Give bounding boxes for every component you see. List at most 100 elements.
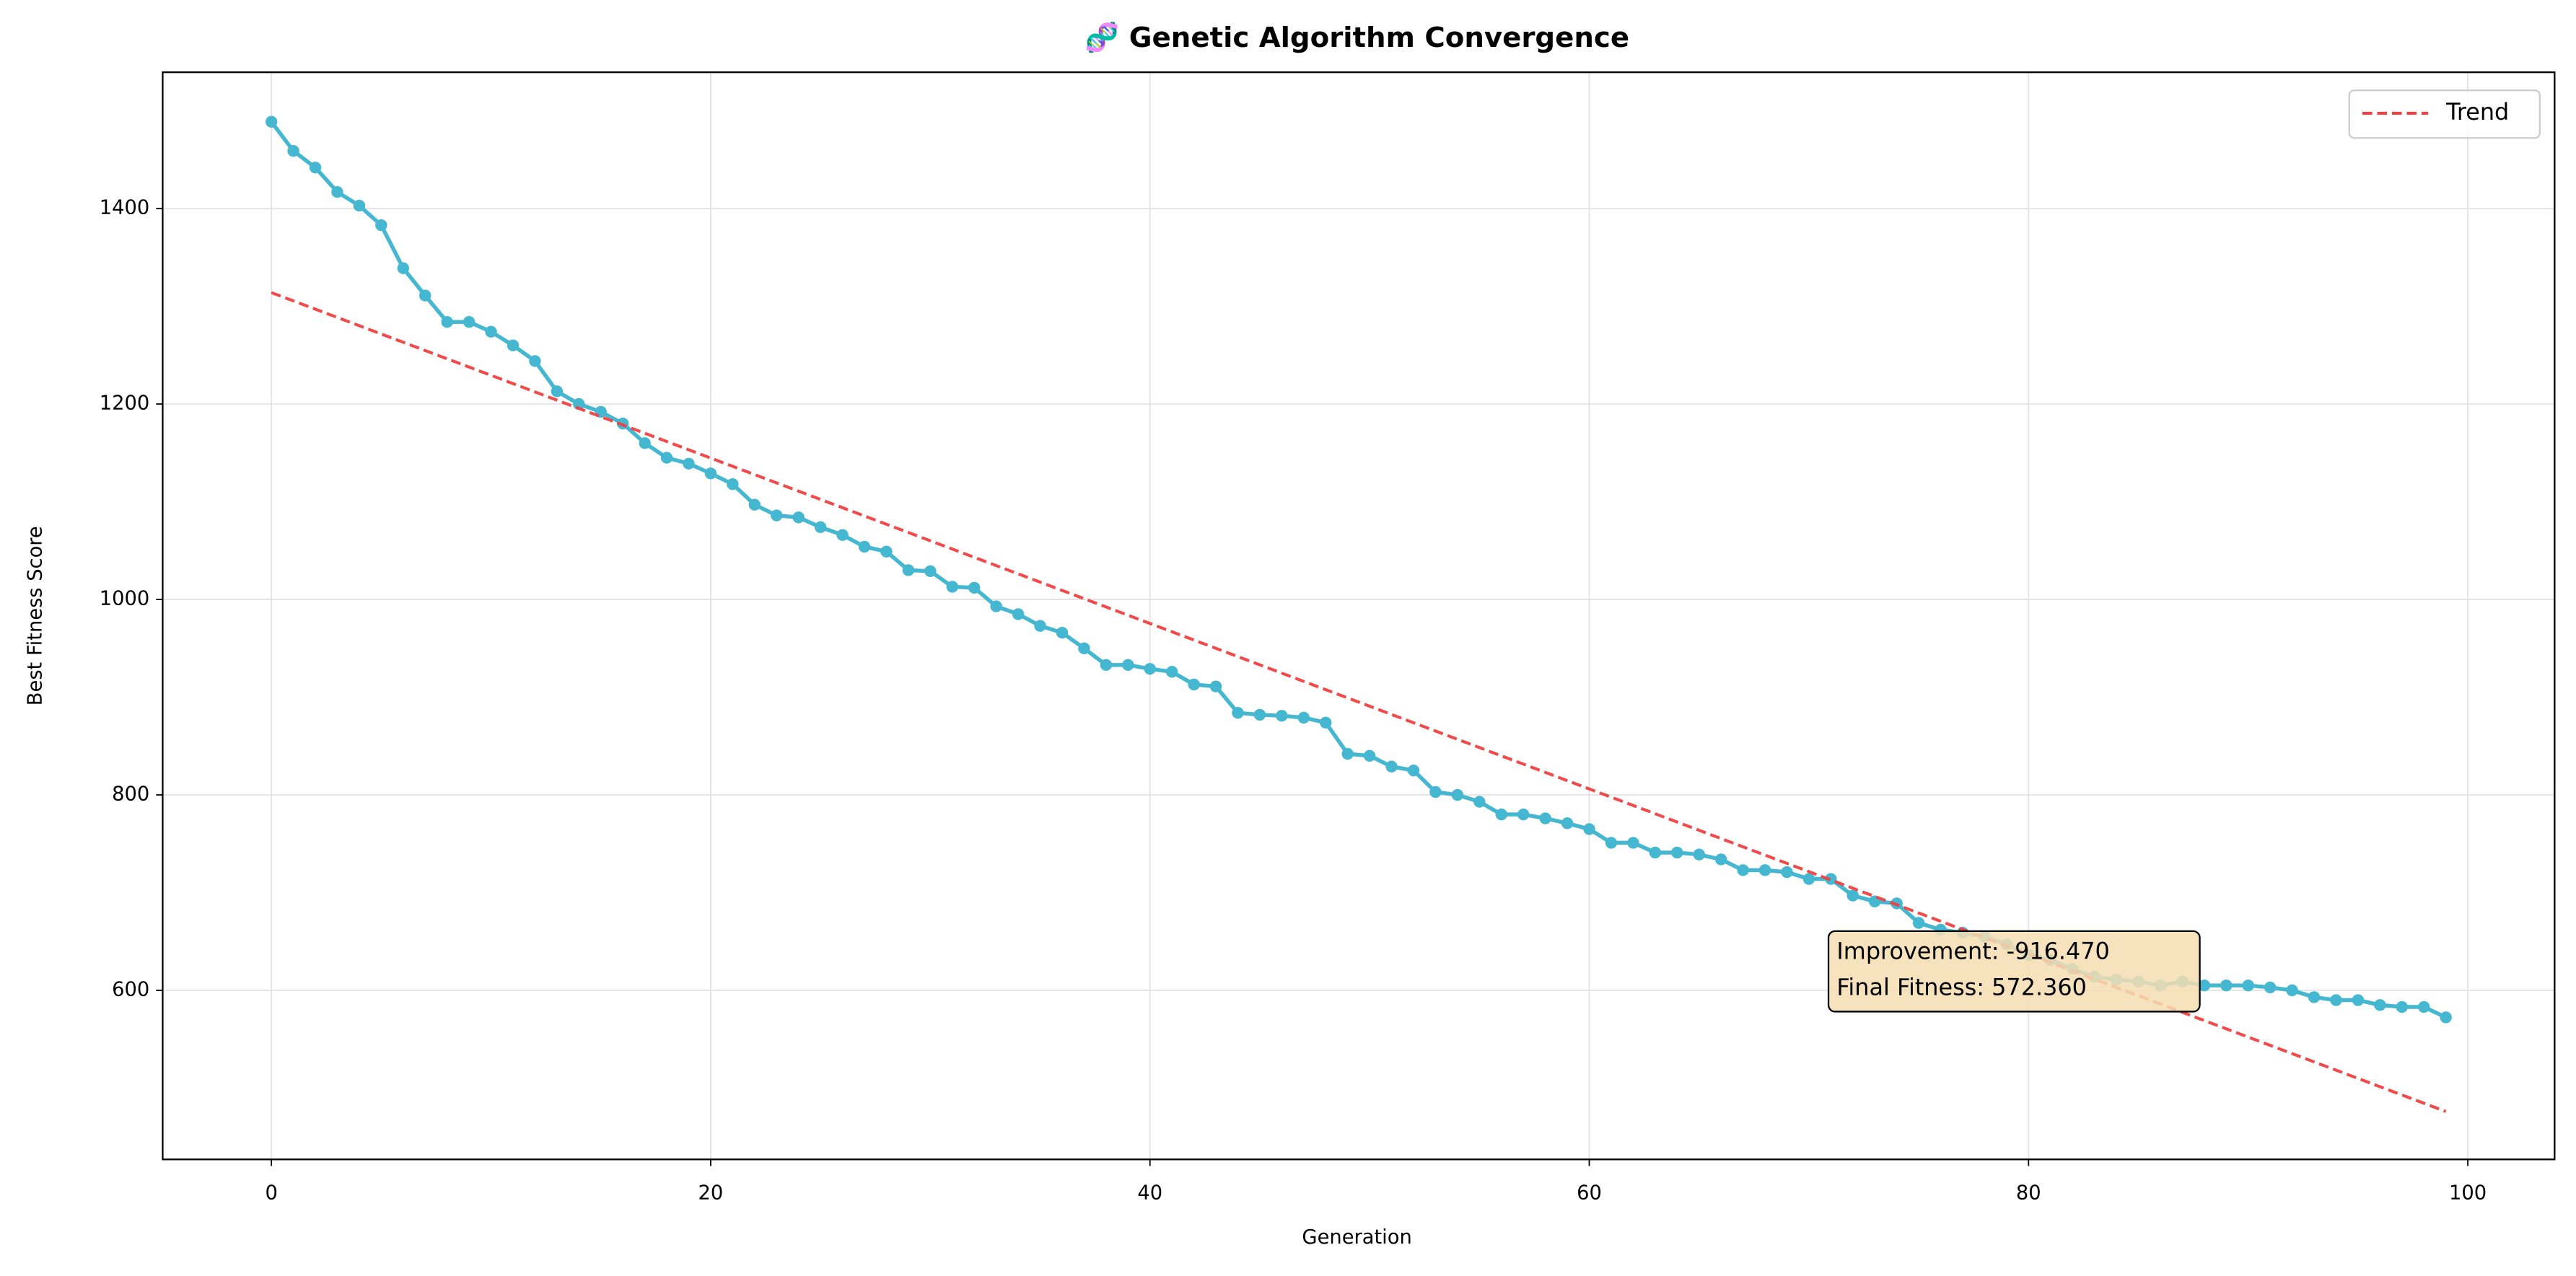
y-tick-label: 1000 — [100, 588, 150, 610]
data-point — [1649, 846, 1662, 859]
data-point — [1781, 866, 1793, 879]
data-point — [331, 185, 343, 198]
data-point — [1671, 846, 1683, 859]
data-point — [1209, 680, 1222, 692]
x-tick-label: 80 — [2016, 1182, 2041, 1205]
data-point — [946, 581, 958, 593]
data-point — [1078, 642, 1090, 655]
data-point — [2220, 980, 2233, 992]
x-tick-label: 0 — [265, 1182, 277, 1205]
data-point — [990, 600, 1002, 612]
data-point — [397, 262, 409, 275]
data-point — [924, 565, 937, 577]
data-point — [1429, 786, 1442, 798]
x-tick-label: 100 — [2449, 1182, 2487, 1205]
x-tick-label: 20 — [698, 1182, 724, 1205]
x-tick-label: 60 — [1577, 1182, 1602, 1205]
data-point — [1473, 796, 1486, 808]
chart-title: 🧬 Genetic Algorithm Convergence — [1085, 20, 1629, 54]
annotation-text: Final Fitness: 572.360 — [1836, 974, 2087, 1001]
data-point — [507, 339, 520, 352]
data-point — [836, 529, 849, 541]
legend-label: Trend — [2445, 98, 2509, 126]
data-point — [1561, 817, 1574, 830]
data-point — [1012, 608, 1025, 620]
data-point — [1583, 823, 1595, 835]
data-point — [1802, 873, 1815, 885]
data-point — [353, 199, 366, 212]
data-point — [1517, 808, 1530, 821]
data-point — [309, 162, 322, 174]
data-point — [287, 145, 299, 157]
data-point — [968, 581, 981, 594]
data-point — [2198, 980, 2211, 992]
data-point — [2418, 1000, 2430, 1013]
data-point — [441, 316, 453, 328]
data-point — [1737, 864, 1749, 876]
annotation-box — [1827, 930, 2201, 1013]
data-point — [2330, 994, 2342, 1006]
data-point — [771, 509, 783, 522]
data-point — [1276, 710, 1288, 722]
data-point — [683, 457, 695, 470]
data-point — [2242, 980, 2254, 992]
data-point — [1605, 837, 1618, 849]
legend-box — [2348, 89, 2541, 139]
data-point — [2374, 999, 2386, 1011]
annotation-text: Improvement: -916.470 — [1836, 937, 2109, 964]
data-point — [1297, 711, 1310, 724]
data-point — [463, 316, 476, 328]
data-point — [265, 115, 278, 128]
data-point — [858, 540, 871, 553]
data-point — [1758, 864, 1771, 876]
data-point — [748, 498, 761, 511]
data-point — [1407, 764, 1420, 777]
data-point — [727, 478, 739, 490]
data-point — [2396, 1000, 2408, 1013]
data-point — [2440, 1011, 2452, 1024]
data-point — [2264, 981, 2277, 994]
y-tick-label: 1200 — [100, 392, 150, 415]
data-point — [1341, 747, 1354, 760]
data-point — [1253, 708, 1266, 721]
data-point — [1232, 707, 1244, 719]
data-point — [1363, 749, 1376, 762]
data-point — [1825, 873, 1837, 885]
data-point — [1495, 808, 1507, 821]
y-tick-label: 800 — [112, 783, 149, 806]
data-point — [551, 385, 564, 397]
data-point — [1122, 659, 1134, 672]
data-point — [792, 511, 805, 524]
data-point — [1320, 716, 1332, 729]
data-point — [704, 467, 717, 480]
data-point — [485, 325, 497, 338]
y-axis-label: Best Fitness Score — [25, 526, 47, 705]
data-point — [1144, 663, 1156, 675]
data-point — [1385, 760, 1398, 773]
data-point — [1714, 853, 1727, 866]
data-point — [902, 564, 915, 576]
x-tick-label: 40 — [1137, 1182, 1162, 1205]
data-point — [1693, 848, 1705, 861]
data-point — [1846, 889, 1859, 902]
trend-line — [271, 291, 2447, 1113]
data-point — [1451, 788, 1464, 801]
data-point — [419, 289, 431, 302]
data-point — [639, 437, 651, 449]
data-point — [529, 355, 541, 367]
data-point — [1627, 837, 1639, 849]
data-point — [880, 545, 893, 558]
y-tick-label: 600 — [112, 978, 149, 1000]
data-point — [1165, 666, 1178, 678]
data-point — [1100, 659, 1113, 672]
data-point — [375, 219, 387, 232]
data-point — [814, 521, 827, 534]
data-point — [1056, 626, 1069, 639]
data-point — [2352, 994, 2365, 1006]
data-point — [1539, 812, 1551, 824]
data-point — [1034, 620, 1046, 632]
data-point — [1188, 678, 1200, 691]
data-point — [2308, 991, 2321, 1003]
